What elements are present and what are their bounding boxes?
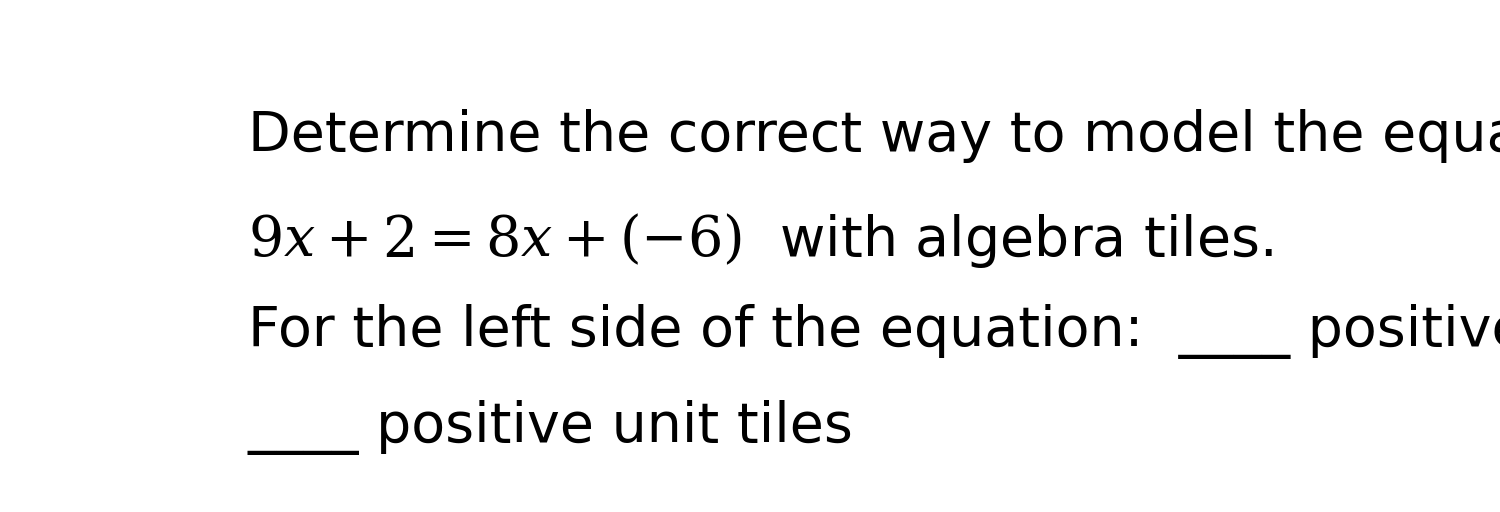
Text: Determine the correct way to model the equation: Determine the correct way to model the e… [248, 109, 1500, 163]
Text: $9x + 2 = 8x + (-6)$  with algebra tiles.: $9x + 2 = 8x + (-6)$ with algebra tiles. [248, 211, 1272, 270]
Text: ____ positive unit tiles: ____ positive unit tiles [248, 400, 853, 456]
Text: For the left side of the equation:  ____ positive x-tiles: For the left side of the equation: ____ … [248, 304, 1500, 359]
